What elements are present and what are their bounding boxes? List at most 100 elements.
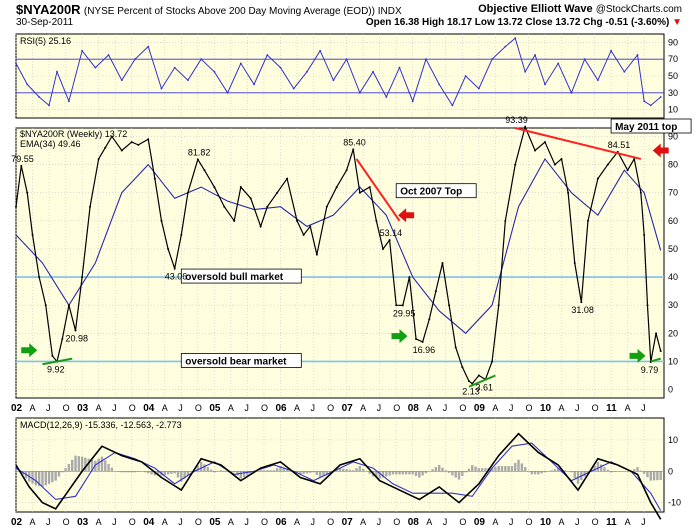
price-point-57 — [441, 262, 444, 264]
value-label-3: 43.06 — [165, 271, 188, 281]
price-point-72 — [553, 163, 556, 166]
price-xtick-1: A — [30, 403, 36, 413]
price-point-36 — [286, 177, 289, 180]
macd-xtick-8: 04 — [143, 517, 155, 528]
reference-label-box-1 — [180, 353, 302, 368]
value-label-7: 29.95 — [393, 308, 416, 318]
price-point-27 — [203, 169, 206, 172]
value-label-13: 84.51 — [608, 140, 631, 150]
rsi-point-48 — [623, 70, 626, 73]
macd-xtick-25: A — [426, 517, 432, 527]
price-point-84 — [643, 233, 646, 236]
macd-xtick-19: O — [327, 517, 334, 527]
price-ytick-0: 0 — [668, 385, 673, 395]
rsi-point-36 — [477, 87, 480, 90]
reference-label-0: oversold bull market — [185, 272, 283, 283]
rsi-point-28 — [372, 70, 374, 73]
price-xtick-36: 11 — [606, 403, 617, 414]
price-point-1 — [20, 164, 23, 167]
trendline-0 — [355, 158, 401, 222]
price-point-53 — [415, 337, 418, 340]
price-point-54 — [421, 340, 424, 343]
price-xtick-0: 02 — [11, 403, 23, 414]
price-point-67 — [504, 219, 507, 222]
price-point-63 — [477, 374, 480, 377]
price-point-39 — [309, 225, 312, 228]
macd-ytick-2: 10 — [668, 435, 678, 445]
price-xtick-19: O — [327, 403, 334, 413]
chart-header: $NYA200R (NYSE Percent of Stocks Above 2… — [16, 2, 402, 17]
price-point-11 — [81, 276, 84, 279]
price-point-71 — [543, 141, 546, 144]
value-label-1: 9.92 — [47, 365, 65, 375]
price-xtick-21: A — [360, 403, 366, 413]
macd-xtick-15: O — [261, 517, 268, 527]
price-xtick-16: 06 — [275, 403, 287, 414]
callout-box-0 — [395, 183, 477, 199]
macd-xtick-22: J — [377, 517, 382, 527]
rsi-legend: RSI(5) 25.16 — [20, 36, 71, 46]
price-xtick-12: 05 — [209, 403, 221, 414]
price-ytick-4: 40 — [668, 272, 678, 282]
price-ytick-9: 90 — [668, 131, 678, 141]
trendline-2 — [42, 357, 73, 366]
price-xtick-26: J — [443, 403, 448, 413]
price-point-60 — [461, 366, 464, 369]
price-point-70 — [534, 149, 537, 152]
price-point-23 — [173, 267, 176, 270]
rsi-point-42 — [544, 83, 546, 86]
symbol-label: $NYA200R — [16, 2, 81, 17]
price-point-83 — [639, 191, 642, 194]
rsi-point-24 — [319, 49, 322, 52]
macd-xtick-9: A — [162, 517, 168, 527]
price-point-48 — [381, 247, 384, 250]
macd-xtick-13: A — [228, 517, 234, 527]
price-point-55 — [428, 318, 431, 321]
macd-line — [15, 432, 662, 520]
price-xtick-17: A — [294, 403, 300, 413]
rsi-point-14 — [187, 79, 189, 82]
price-ytick-7: 70 — [668, 188, 678, 198]
price-point-5 — [44, 304, 47, 307]
rsi-point-23 — [306, 70, 308, 73]
rsi-point-21 — [279, 66, 282, 69]
price-xtick-23: O — [393, 403, 400, 413]
macd-xtick-33: A — [559, 517, 565, 527]
rsi-point-44 — [570, 91, 573, 94]
price-point-20 — [153, 177, 156, 180]
price-ytick-6: 60 — [668, 216, 678, 226]
price-point-33 — [259, 225, 262, 228]
macd-xtick-5: A — [96, 517, 102, 527]
price-xtick-13: A — [228, 403, 234, 413]
rsi-point-19 — [253, 83, 255, 86]
price-point-46 — [368, 186, 371, 189]
trendline-3 — [468, 374, 496, 388]
price-point-68 — [514, 163, 517, 166]
rsi-point-0 — [15, 62, 17, 65]
rsi-point-45 — [583, 58, 586, 61]
price-point-0 — [15, 205, 17, 208]
price-point-15 — [110, 135, 113, 138]
ohlc-row: Open 16.38 High 18.17 Low 13.72 Close 13… — [366, 17, 682, 28]
value-label-12: 31.08 — [571, 305, 594, 315]
price-xtick-2: J — [46, 403, 51, 413]
macd-xtick-1: A — [30, 517, 36, 527]
price-point-59 — [454, 346, 457, 349]
price-xtick-35: O — [592, 403, 599, 413]
callout-box-1 — [610, 118, 692, 134]
rsi-ytick-2: 50 — [668, 71, 678, 81]
price-point-38 — [302, 233, 305, 236]
price-xtick-38: J — [641, 403, 646, 413]
rsi-point-11 — [147, 45, 150, 48]
rsi-point-18 — [239, 62, 242, 65]
price-point-24 — [180, 233, 183, 236]
rsi-point-32 — [425, 58, 427, 61]
value-label-6: 53.14 — [380, 228, 403, 238]
rsi-point-49 — [636, 54, 639, 56]
rsi-point-27 — [358, 91, 361, 94]
price-point-6 — [51, 354, 54, 357]
macd-xtick-2: J — [46, 517, 51, 527]
price-xtick-10: J — [178, 403, 183, 413]
brand-label: Objective Elliott Wave — [478, 3, 593, 15]
source-label: @StockCharts.com — [595, 4, 682, 15]
